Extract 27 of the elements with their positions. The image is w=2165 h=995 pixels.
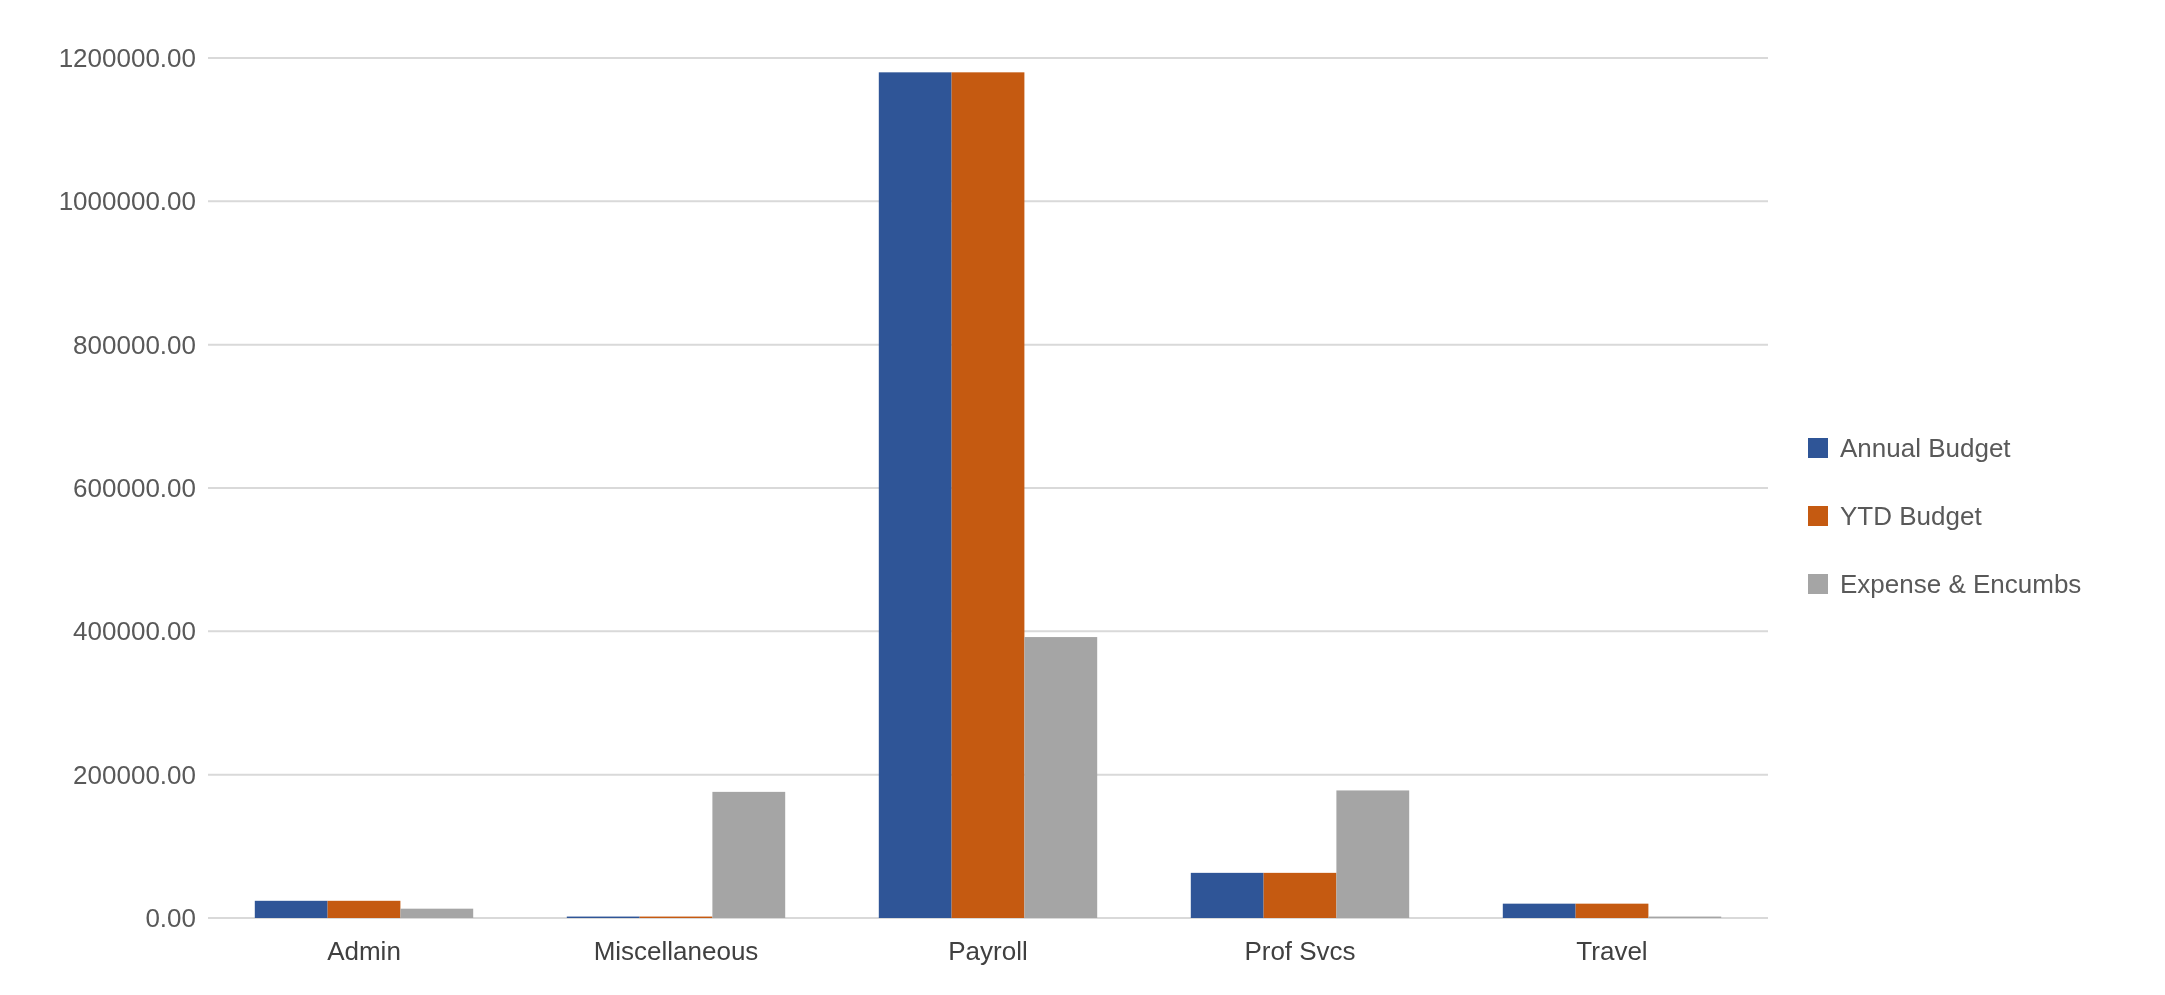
x-tick-label: Miscellaneous	[593, 936, 759, 966]
x-tick-label: Travel	[1576, 936, 1648, 966]
legend-label: Expense & Encumbs	[1840, 569, 2082, 600]
x-tick-label: Prof Svcs	[1244, 936, 1356, 966]
legend-label: YTD Budget	[1840, 501, 1983, 532]
bar	[1336, 790, 1410, 918]
y-tick-label: 400000.00	[73, 616, 196, 647]
y-tick-label: 800000.00	[73, 329, 196, 360]
bar	[878, 72, 952, 918]
y-tick-label: 1200000.00	[58, 43, 196, 74]
bar	[400, 908, 474, 918]
y-tick-label: 600000.00	[73, 473, 196, 504]
x-tick-label: Admin	[327, 936, 401, 966]
bar	[1502, 903, 1576, 918]
y-tick-label: 200000.00	[73, 759, 196, 790]
bar	[1024, 637, 1098, 918]
bar	[1190, 872, 1264, 918]
bar	[327, 900, 401, 918]
legend-label: Annual Budget	[1840, 433, 2012, 464]
x-tick-label: Payroll	[948, 936, 1028, 966]
y-tick-label: 1000000.00	[58, 186, 196, 217]
bar	[712, 791, 786, 918]
bar	[254, 900, 328, 918]
bar	[1575, 903, 1649, 918]
bar	[951, 72, 1025, 918]
y-tick-label: 0.00	[145, 903, 196, 934]
bar	[1263, 872, 1337, 918]
